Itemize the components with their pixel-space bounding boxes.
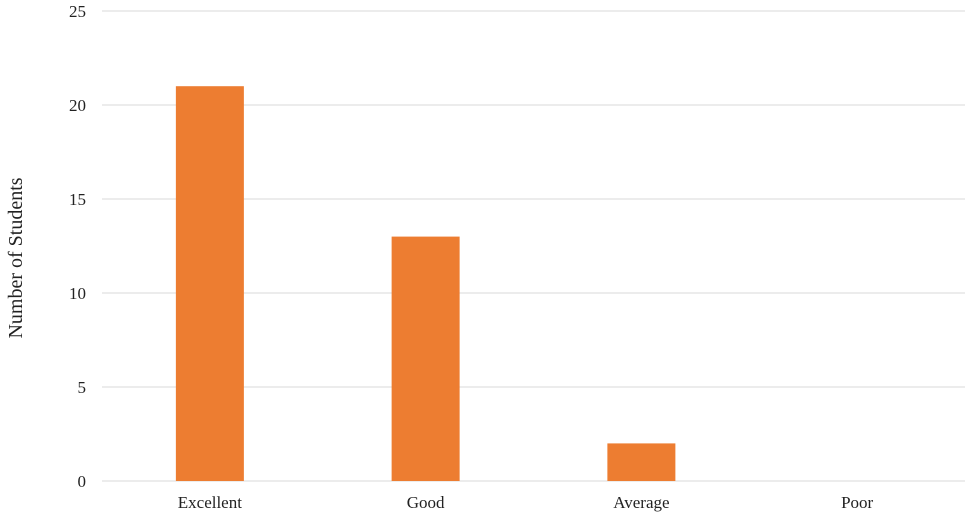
y-tick-label: 25 xyxy=(69,2,86,21)
y-tick-labels: 0 5 10 15 20 25 xyxy=(69,2,86,491)
y-tick-label: 5 xyxy=(78,378,87,397)
y-tick-label: 10 xyxy=(69,284,86,303)
bar-good xyxy=(391,236,460,481)
x-category-label-good: Good xyxy=(407,493,445,512)
bar-excellent xyxy=(175,86,244,481)
x-category-labels: Excellent Good Average Poor xyxy=(178,493,874,512)
gridlines xyxy=(102,10,965,482)
y-tick-label: 20 xyxy=(69,96,86,115)
y-tick-label: 0 xyxy=(78,472,87,491)
x-category-label-poor: Poor xyxy=(841,493,873,512)
x-category-label-excellent: Excellent xyxy=(178,493,242,512)
x-category-label-average: Average xyxy=(613,493,669,512)
bars xyxy=(175,86,676,481)
y-tick-label: 15 xyxy=(69,190,86,209)
y-axis-title: Number of Students xyxy=(5,177,27,338)
bar-average xyxy=(607,443,676,481)
